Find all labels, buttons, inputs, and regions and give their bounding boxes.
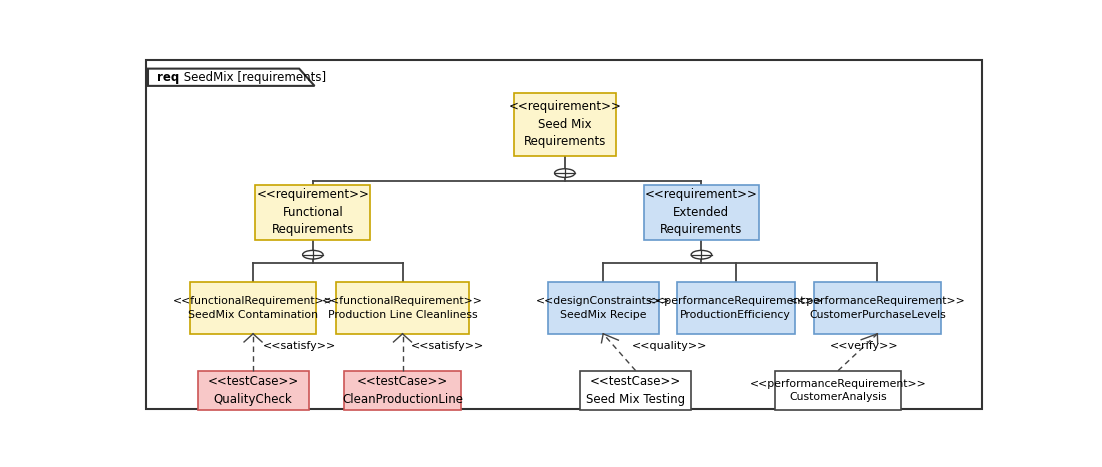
Text: <<requirement>>
Seed Mix
Requirements: <<requirement>> Seed Mix Requirements: [508, 100, 622, 149]
Text: <<satisfy>>: <<satisfy>>: [263, 341, 336, 351]
Bar: [644, 184, 759, 241]
Bar: [344, 371, 462, 410]
Bar: [256, 184, 370, 241]
Circle shape: [303, 250, 323, 259]
Text: <<satisfy>>: <<satisfy>>: [411, 341, 484, 351]
Text: <<designConstraints>>
SeedMix Recipe: <<designConstraints>> SeedMix Recipe: [536, 296, 671, 319]
Text: <<functionalRequirement>>
Production Line Cleanliness: <<functionalRequirement>> Production Lin…: [322, 296, 483, 319]
Bar: [514, 93, 616, 156]
Bar: [814, 282, 941, 334]
Bar: [548, 282, 659, 334]
Text: req: req: [156, 71, 179, 84]
Bar: [197, 371, 309, 410]
Text: <<requirement>>
Functional
Requirements: <<requirement>> Functional Requirements: [257, 189, 369, 236]
Bar: [190, 282, 316, 334]
Text: <<quality>>: <<quality>>: [631, 341, 706, 351]
Circle shape: [554, 169, 575, 177]
Bar: [336, 282, 468, 334]
Text: <<requirement>>
Extended
Requirements: <<requirement>> Extended Requirements: [645, 189, 758, 236]
Text: <<functionalRequirement>>
SeedMix Contamination: <<functionalRequirement>> SeedMix Contam…: [173, 296, 334, 319]
Text: <<testCase>>
CleanProductionLine: <<testCase>> CleanProductionLine: [342, 375, 463, 406]
Text: <<verify>>: <<verify>>: [830, 341, 898, 351]
Bar: [677, 282, 795, 334]
Bar: [775, 371, 901, 410]
Text: <<performanceRequirement>>
CustomerPurchaseLevels: <<performanceRequirement>> CustomerPurch…: [789, 296, 965, 319]
Circle shape: [691, 250, 712, 259]
Bar: [580, 371, 691, 410]
Text: SeedMix [requirements]: SeedMix [requirements]: [181, 71, 326, 84]
Text: <<testCase>>
QualityCheck: <<testCase>> QualityCheck: [207, 375, 299, 406]
Text: <<performanceRequirement>>
CustomerAnalysis: <<performanceRequirement>> CustomerAnaly…: [749, 379, 927, 402]
Text: <<performanceRequirement>>
ProductionEfficiency: <<performanceRequirement>> ProductionEff…: [647, 296, 824, 319]
Polygon shape: [148, 69, 314, 86]
Text: <<testCase>>
Seed Mix Testing: <<testCase>> Seed Mix Testing: [586, 375, 685, 406]
